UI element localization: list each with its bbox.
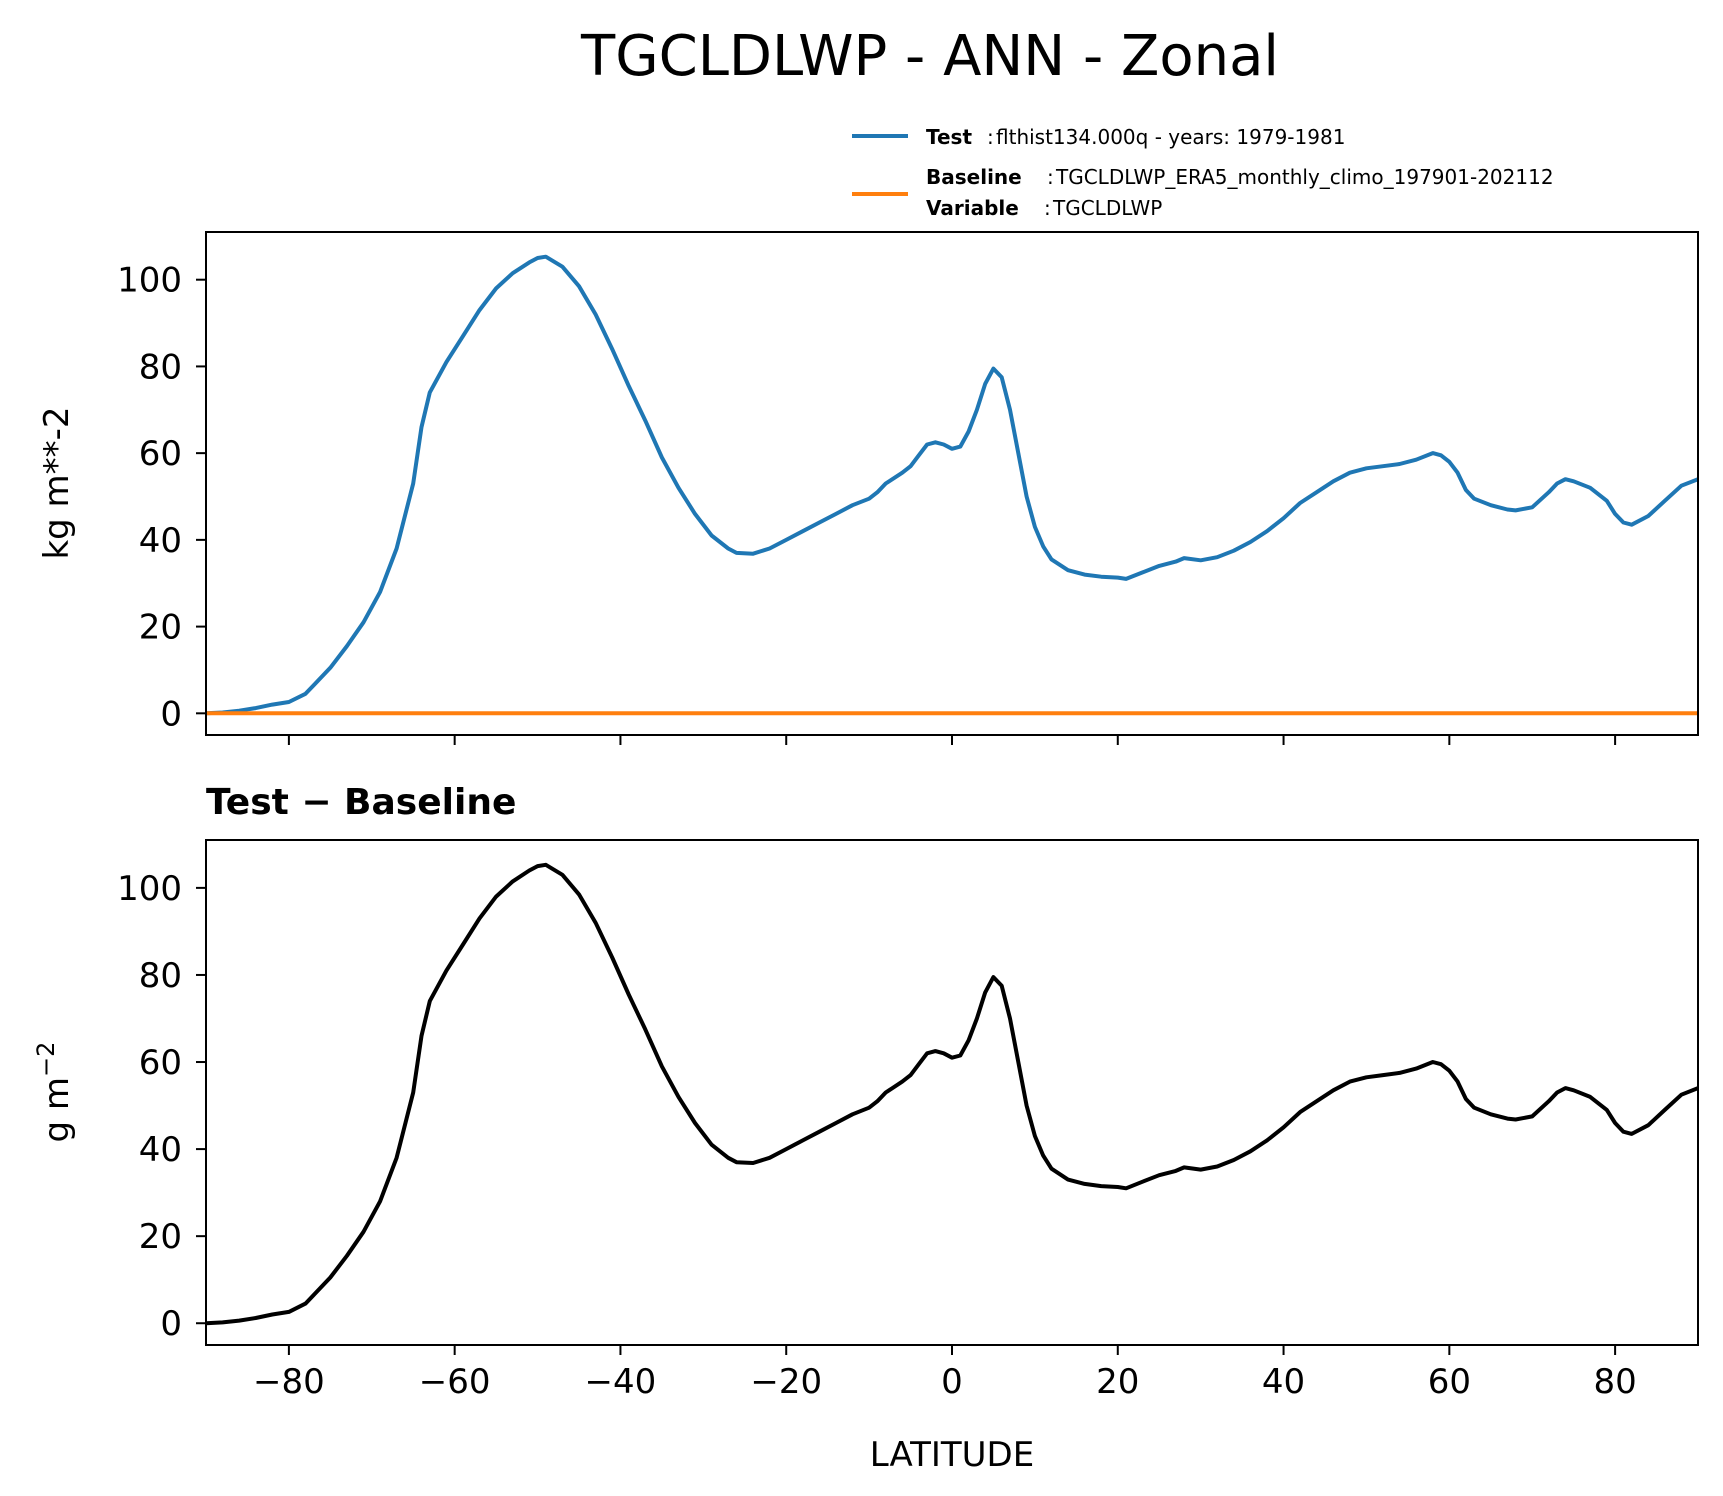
top-lines	[206, 254, 1698, 716]
bottom-ytick-label: 20	[139, 1217, 182, 1257]
bottom-lines	[206, 862, 1698, 1326]
bottom-yticks: 0 20 40 60 80 100	[117, 869, 206, 1344]
top-ylabel: kg m**-2	[37, 406, 77, 559]
figure-title: TGCLDLWP - ANN - Zonal	[580, 24, 1279, 89]
xtick-label: 60	[1428, 1362, 1471, 1402]
xtick-label: −80	[253, 1362, 325, 1402]
top-panel: 0 20 40 60 80 100 kg m**-2	[37, 231, 1699, 745]
xtick-label: −40	[585, 1362, 657, 1402]
bottom-ylabel-sup: −2	[32, 1042, 60, 1077]
xtick-label: −60	[419, 1362, 491, 1402]
legend-variable-key: Variable	[926, 196, 1019, 220]
top-ytick-label: 40	[139, 521, 182, 561]
legend-baseline-key: Baseline	[926, 165, 1022, 189]
bottom-plot-frame	[205, 839, 1699, 1346]
legend-test-sep: :	[987, 125, 994, 149]
x-axis-label: LATITUDE	[870, 1435, 1034, 1475]
legend: Test : flthist134.000q - years: 1979-198…	[852, 125, 1554, 220]
bottom-ytick-label: 40	[139, 1130, 182, 1170]
top-plot-frame	[205, 231, 1699, 736]
top-xticks	[287, 735, 1617, 745]
bottom-ytick-label: 60	[139, 1043, 182, 1083]
bottom-series-test-baseline-line	[206, 862, 1698, 1326]
top-ytick-label: 100	[117, 261, 182, 301]
legend-baseline-value: TGCLDLWP_ERA5_monthly_climo_197901-20211…	[1055, 165, 1554, 189]
top-ytick-label: 60	[139, 434, 182, 474]
xtick-label: 0	[941, 1362, 963, 1402]
legend-variable-value: TGCLDLWP	[1052, 196, 1162, 220]
bottom-panel: Test − Baseline 0 20 40 60 80 100 −80 −60 −40 −2…	[32, 782, 1699, 1475]
xtick-label: 20	[1096, 1362, 1139, 1402]
bottom-panel-title: Test − Baseline	[206, 782, 516, 823]
bottom-ytick-label: 80	[139, 956, 182, 996]
top-ytick-label: 0	[160, 694, 182, 734]
top-series-test-line	[206, 254, 1698, 716]
legend-variable-sep: :	[1044, 196, 1051, 220]
legend-test-key: Test	[926, 125, 972, 149]
top-yticks: 0 20 40 60 80 100	[117, 261, 206, 734]
bottom-plot-area	[206, 840, 1698, 1345]
bottom-xticks: −80 −60 −40 −20 0 20 40 60 80	[253, 1345, 1637, 1402]
xtick-label: 80	[1593, 1362, 1636, 1402]
bottom-ylabel-main: g m	[37, 1077, 77, 1143]
top-ytick-label: 20	[139, 608, 182, 648]
bottom-ylabel: g m−2	[32, 1042, 77, 1143]
legend-test-value: flthist134.000q - years: 1979-1981	[996, 125, 1345, 149]
xtick-label: −20	[750, 1362, 822, 1402]
xtick-label: 40	[1262, 1362, 1305, 1402]
top-ytick-label: 80	[139, 347, 182, 387]
bottom-ytick-label: 0	[160, 1304, 182, 1344]
bottom-ytick-label: 100	[117, 869, 182, 909]
top-plot-area	[206, 232, 1698, 735]
legend-baseline-sep: :	[1047, 165, 1054, 189]
